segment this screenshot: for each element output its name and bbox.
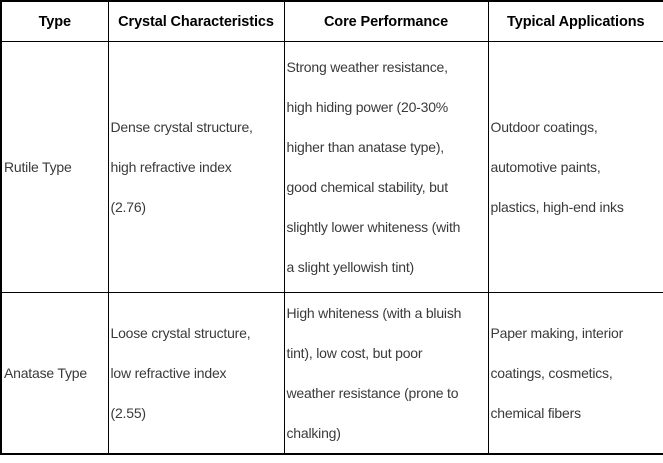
cell-typical-applications-rutile: Outdoor coatings, automotive paints, pla… — [487, 41, 663, 293]
table-header-row: Type Crystal Characteristics Core Perfor… — [0, 0, 663, 42]
column-header-typical-applications: Typical Applications — [487, 0, 663, 42]
column-header-type: Type — [0, 0, 109, 42]
cell-crystal-characteristics-rutile: Dense crystal structure, high refractive… — [107, 41, 285, 293]
cell-typical-applications-anatase: Paper making, interior coatings, cosmeti… — [487, 292, 663, 455]
table-row-rutile: Rutile Type Dense crystal structure, hig… — [0, 41, 663, 293]
cell-type-rutile: Rutile Type — [0, 41, 109, 293]
cell-type-anatase: Anatase Type — [0, 292, 109, 455]
cell-crystal-characteristics-anatase: Loose crystal structure, low refractive … — [107, 292, 285, 455]
table-row-anatase: Anatase Type Loose crystal structure, lo… — [0, 292, 663, 455]
column-header-crystal-characteristics: Crystal Characteristics — [107, 0, 285, 42]
column-header-core-performance: Core Performance — [283, 0, 489, 42]
cell-core-performance-rutile: Strong weather resistance, high hiding p… — [283, 41, 489, 293]
cell-core-performance-anatase: High whiteness (with a bluish tint), low… — [283, 292, 489, 455]
